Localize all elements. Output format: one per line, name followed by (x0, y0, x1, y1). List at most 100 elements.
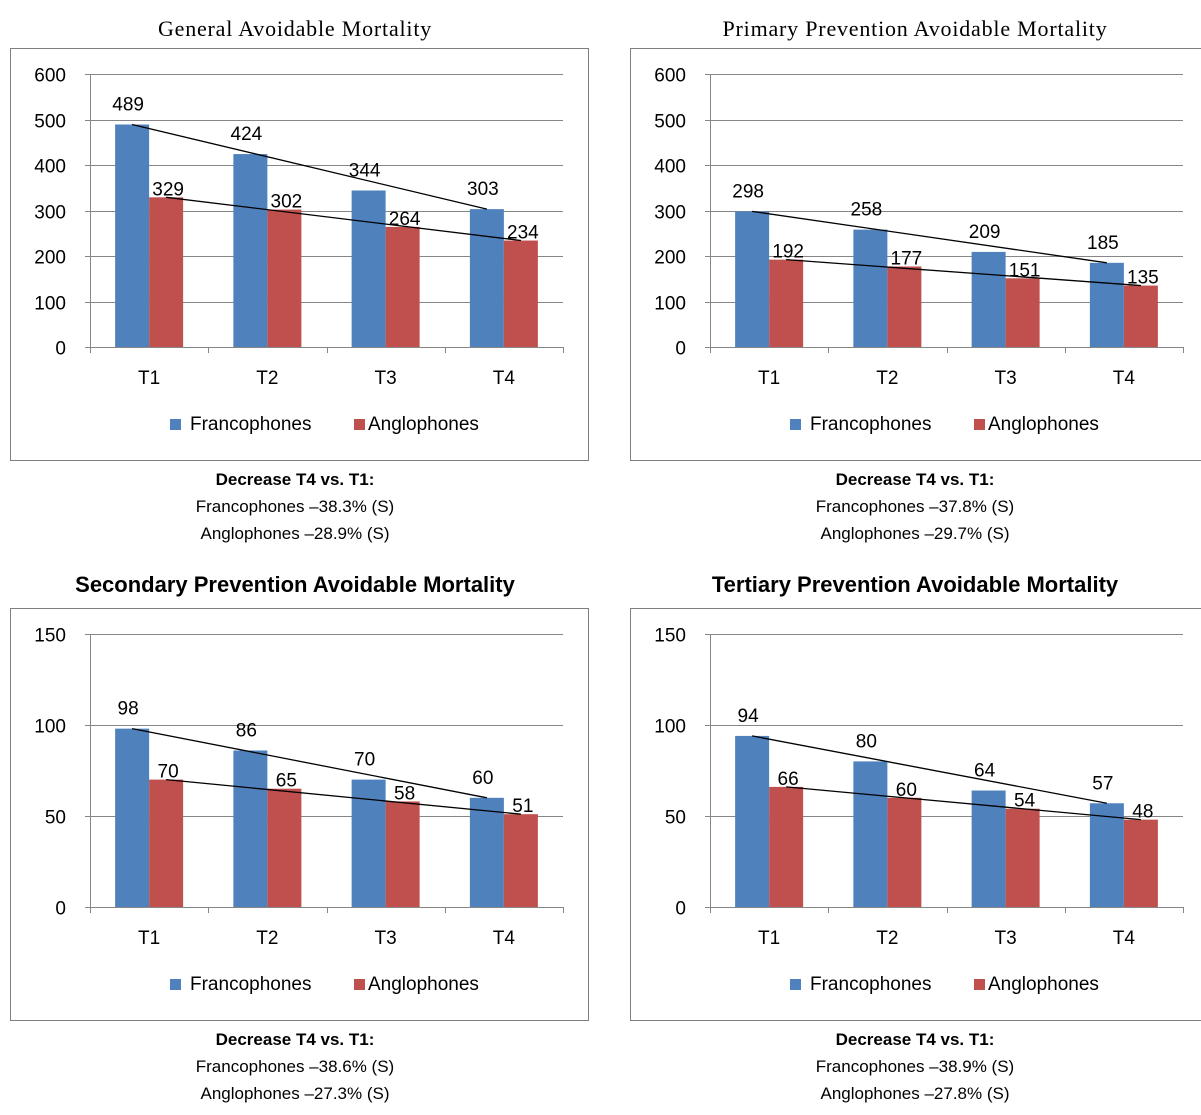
chart-caption: Decrease T4 vs. T1: Francophones –38.9% … (620, 1026, 1201, 1107)
data-label-francophones: 86 (236, 720, 257, 741)
bar-anglophones (149, 197, 183, 347)
bar-francophones (470, 209, 504, 347)
caption-anglophones: Anglophones –28.9% (S) (0, 520, 590, 547)
bar-anglophones (769, 787, 803, 907)
caption-francophones: Francophones –38.6% (S) (0, 1053, 590, 1080)
y-tick-label: 100 (34, 717, 66, 738)
trendline-francophones (752, 211, 1107, 262)
trendline-anglophones (166, 197, 521, 240)
trendline-anglophones (786, 787, 1141, 820)
x-tick-label: T1 (758, 928, 780, 949)
data-label-francophones: 64 (974, 761, 996, 782)
caption-heading: Decrease T4 vs. T1: (0, 466, 590, 493)
y-tick-label: 100 (654, 294, 686, 315)
data-label-anglophones: 329 (152, 179, 184, 200)
bar-anglophones (769, 260, 803, 347)
bar-francophones (972, 791, 1006, 907)
x-tick-label: T2 (256, 928, 278, 949)
y-tick-label: 400 (654, 157, 686, 178)
data-label-anglophones: 54 (1014, 791, 1036, 812)
legend-swatch-francophones (790, 979, 801, 990)
x-tick-label: T4 (1113, 928, 1136, 949)
data-label-anglophones: 177 (891, 248, 923, 269)
data-label-francophones: 489 (112, 95, 144, 116)
caption-francophones: Francophones –38.9% (S) (620, 1053, 1201, 1080)
bar-francophones (115, 125, 149, 347)
chart-caption: Decrease T4 vs. T1: Francophones –37.8% … (620, 466, 1201, 547)
trendline-anglophones (786, 260, 1141, 286)
data-label-anglophones: 234 (507, 223, 539, 244)
y-tick-label: 500 (34, 112, 66, 133)
trendline-anglophones (166, 780, 521, 815)
bar-francophones (972, 252, 1006, 347)
trendline-francophones (132, 125, 487, 210)
legend-label-anglophones: Anglophones (988, 414, 1099, 435)
caption-heading: Decrease T4 vs. T1: (0, 1026, 590, 1053)
bar-anglophones (267, 210, 301, 347)
y-tick-label: 150 (34, 626, 66, 647)
x-tick-label: T3 (375, 928, 397, 949)
data-label-francophones: 185 (1087, 233, 1119, 254)
y-tick-label: 0 (55, 899, 66, 920)
caption-anglophones: Anglophones –27.3% (S) (0, 1080, 590, 1107)
bar-anglophones (386, 801, 420, 907)
bar-anglophones (887, 798, 921, 907)
chart-panel-tertiary: Tertiary Prevention Avoidable Mortality … (620, 560, 1201, 1115)
data-label-francophones: 70 (354, 750, 375, 771)
x-tick-label: T4 (1113, 368, 1136, 389)
y-tick-label: 200 (654, 248, 686, 269)
bar-francophones (233, 750, 267, 907)
data-label-francophones: 94 (738, 706, 760, 727)
data-label-anglophones: 135 (1127, 268, 1159, 289)
bar-anglophones (149, 780, 183, 907)
data-label-francophones: 60 (472, 768, 493, 789)
trendline-francophones (752, 736, 1107, 803)
y-tick-label: 100 (654, 717, 686, 738)
data-label-anglophones: 264 (389, 209, 421, 230)
legend-swatch-anglophones (354, 979, 365, 990)
bar-francophones (1090, 263, 1124, 347)
data-label-francophones: 209 (969, 222, 1001, 243)
data-label-francophones: 57 (1092, 773, 1113, 794)
chart-caption: Decrease T4 vs. T1: Francophones –38.6% … (0, 1026, 590, 1107)
data-label-francophones: 98 (118, 699, 139, 720)
bar-francophones (352, 190, 386, 347)
caption-heading: Decrease T4 vs. T1: (620, 466, 1201, 493)
legend-label-anglophones: Anglophones (988, 974, 1099, 995)
y-tick-label: 0 (675, 899, 686, 920)
y-tick-label: 400 (34, 157, 66, 178)
bar-anglophones (386, 227, 420, 347)
y-tick-label: 300 (34, 203, 66, 224)
legend-label-anglophones: Anglophones (368, 414, 479, 435)
legend-swatch-anglophones (974, 979, 985, 990)
bar-francophones (853, 230, 887, 347)
legend-label-francophones: Francophones (810, 974, 931, 995)
legend-swatch-francophones (170, 979, 181, 990)
y-tick-label: 50 (665, 808, 686, 829)
x-tick-label: T1 (138, 928, 160, 949)
bar-anglophones (267, 789, 301, 907)
y-tick-label: 300 (654, 203, 686, 224)
legend-swatch-francophones (170, 419, 181, 430)
x-tick-label: T2 (876, 368, 898, 389)
y-tick-label: 600 (34, 66, 66, 87)
x-tick-label: T4 (493, 928, 516, 949)
y-tick-label: 0 (675, 339, 686, 360)
chart-caption: Decrease T4 vs. T1: Francophones –38.3% … (0, 466, 590, 547)
data-label-francophones: 344 (349, 160, 381, 181)
legend-label-francophones: Francophones (810, 414, 931, 435)
legend-swatch-francophones (790, 419, 801, 430)
data-label-francophones: 258 (851, 200, 883, 221)
y-tick-label: 200 (34, 248, 66, 269)
data-label-francophones: 424 (231, 124, 263, 145)
legend-swatch-anglophones (354, 419, 365, 430)
y-tick-label: 500 (654, 112, 686, 133)
data-label-anglophones: 60 (896, 780, 917, 801)
bar-francophones (115, 729, 149, 907)
x-tick-label: T1 (138, 368, 160, 389)
bar-francophones (233, 154, 267, 347)
